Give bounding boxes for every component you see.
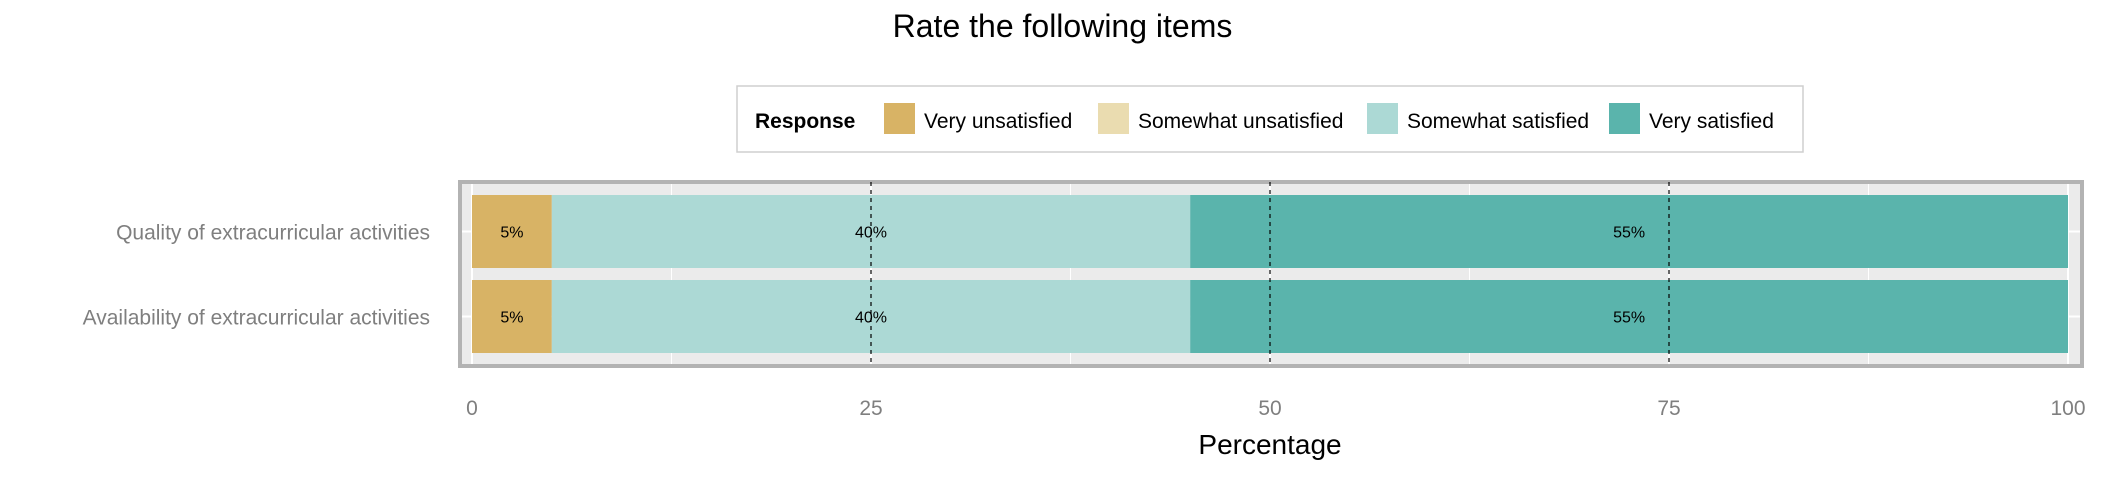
category-labels: Quality of extracurricular activities Ava… [83, 222, 430, 330]
bar-segment [472, 195, 552, 268]
legend-title: Response [755, 110, 855, 133]
x-axis-label: Percentage [1198, 429, 1341, 460]
x-tick-label: 25 [859, 397, 882, 420]
x-axis-ticks: 0 25 50 75 100 [466, 397, 2085, 420]
bar-value-label: 5% [500, 225, 523, 242]
bar-segment [551, 280, 1191, 353]
bar-segment [1190, 280, 2068, 353]
legend-label: Very unsatisfied [924, 110, 1072, 133]
bar-value-label: 5% [500, 310, 523, 327]
legend-swatch [884, 103, 915, 134]
bar-value-label: 55% [1613, 225, 1645, 242]
x-tick-label: 100 [2050, 397, 2085, 420]
legend-label: Somewhat satisfied [1407, 110, 1589, 133]
legend-swatch [1609, 103, 1640, 134]
legend-label: Somewhat unsatisfied [1138, 110, 1343, 133]
legend-swatch [1098, 103, 1129, 134]
x-tick-label: 0 [466, 397, 478, 420]
bars [472, 195, 2068, 353]
category-label: Quality of extracurricular activities [116, 222, 430, 245]
bar-value-label: 55% [1613, 310, 1645, 327]
x-tick-label: 75 [1657, 397, 1680, 420]
x-tick-label: 50 [1258, 397, 1281, 420]
legend-label: Very satisfied [1649, 110, 1774, 133]
plot-border [458, 180, 2084, 368]
legend: Response Very unsatisfied Somewhat unsatis… [736, 85, 1804, 153]
bar-segment [472, 280, 552, 353]
chart-title: Rate the following items [892, 8, 1233, 44]
category-label: Availability of extracurricular activiti… [83, 307, 430, 330]
bar-segment [1190, 195, 2068, 268]
legend-swatch [1367, 103, 1398, 134]
reference-lines [870, 182, 1670, 366]
bar-value-label: 40% [855, 310, 887, 327]
bar-labels: 5% 40% 55% 5% 40% 55% [500, 225, 1645, 327]
bar-value-label: 40% [855, 225, 887, 242]
